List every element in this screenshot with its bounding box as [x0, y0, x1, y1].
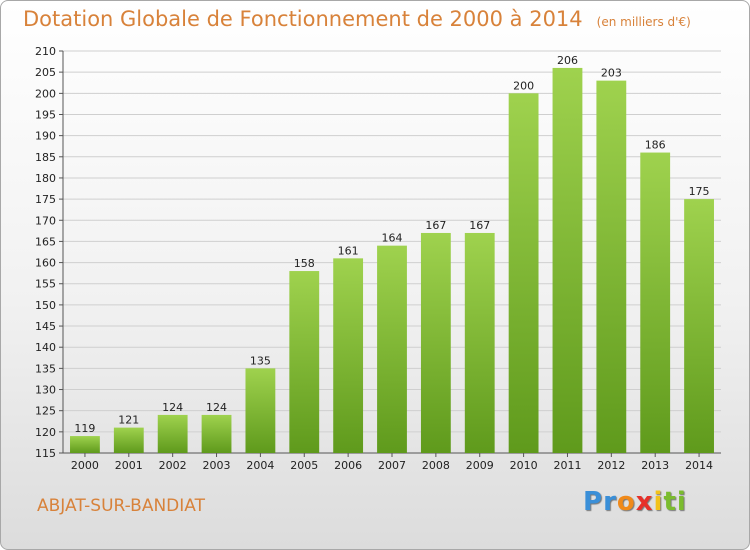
value-label-2005: 158	[294, 257, 315, 270]
y-tick-label: 125	[35, 405, 56, 418]
commune-name: ABJAT-SUR-BANDIAT	[37, 496, 205, 516]
bar-2010	[508, 93, 539, 453]
bar-2011	[552, 67, 583, 453]
logo-letter: P	[583, 487, 604, 517]
bar-2012	[596, 80, 627, 453]
x-tick-label-2006: 2006	[334, 459, 362, 472]
value-label-2013: 186	[645, 139, 666, 152]
bar-2014	[684, 199, 714, 453]
x-tick-label-2013: 2013	[641, 459, 669, 472]
bar-2008	[420, 232, 451, 453]
y-tick-label: 130	[35, 384, 56, 397]
x-tick-label-2002: 2002	[159, 459, 187, 472]
x-tick-label-2004: 2004	[246, 459, 274, 472]
bar-2004	[245, 368, 276, 453]
y-tick-label: 190	[35, 130, 56, 143]
bar-2006	[333, 258, 364, 453]
x-tick-label-2014: 2014	[685, 459, 713, 472]
bar-2005	[289, 271, 320, 453]
value-label-2011: 206	[557, 54, 578, 67]
y-tick-label: 180	[35, 172, 56, 185]
x-tick-label-2010: 2010	[510, 459, 538, 472]
y-tick-label: 155	[35, 278, 56, 291]
bar-2003	[201, 414, 232, 453]
y-tick-label: 145	[35, 320, 56, 333]
value-label-2003: 124	[206, 401, 227, 414]
logo-letter: i	[676, 487, 687, 517]
y-tick-label: 150	[35, 299, 56, 312]
proxiti-logo: Proxiti	[583, 487, 687, 517]
value-label-2001: 121	[118, 414, 139, 427]
x-tick-label-2008: 2008	[422, 459, 450, 472]
value-label-2012: 203	[601, 67, 622, 80]
x-tick-label-2012: 2012	[597, 459, 625, 472]
x-tick-label-2005: 2005	[290, 459, 318, 472]
bars	[70, 67, 714, 453]
y-tick-label: 195	[35, 108, 56, 121]
y-tick-label: 165	[35, 235, 56, 248]
y-tick-label: 175	[35, 193, 56, 206]
value-label-2010: 200	[513, 79, 534, 92]
bar-2009	[464, 232, 495, 453]
x-tick-label-2009: 2009	[466, 459, 494, 472]
y-tick-label: 115	[35, 447, 56, 460]
y-tick-label: 170	[35, 214, 56, 227]
y-tick-label: 120	[35, 426, 56, 439]
logo-letter: o	[616, 487, 636, 517]
bar-2001	[113, 427, 144, 453]
bar-2013	[640, 152, 671, 453]
value-label-2004: 135	[250, 354, 271, 367]
value-label-2008: 167	[425, 219, 446, 232]
x-tick-label-2007: 2007	[378, 459, 406, 472]
value-label-2006: 161	[338, 244, 359, 257]
x-tick-label-2011: 2011	[553, 459, 581, 472]
x-tick-label-2003: 2003	[203, 459, 231, 472]
y-tick-label: 210	[35, 45, 56, 58]
y-tick-label: 140	[35, 341, 56, 354]
value-label-2007: 164	[382, 232, 403, 245]
title-text: Dotation Globale de Fonctionnement de 20…	[23, 7, 583, 31]
value-label-2000: 119	[74, 422, 95, 435]
logo-letter: t	[663, 487, 677, 517]
logo-letter: r	[603, 487, 617, 517]
chart-title: Dotation Globale de Fonctionnement de 20…	[23, 7, 691, 31]
value-label-2002: 124	[162, 401, 183, 414]
value-label-2009: 167	[469, 219, 490, 232]
y-tick-label: 160	[35, 257, 56, 270]
x-tick-label-2000: 2000	[71, 459, 99, 472]
x-tick-label-2001: 2001	[115, 459, 143, 472]
bar-2000	[70, 436, 100, 453]
y-tick-label: 205	[35, 66, 56, 79]
y-tick-label: 135	[35, 362, 56, 375]
bar-2007	[377, 245, 407, 453]
labels: 119 121 124 124 135 158 161 164 167 167 200 206 203 1…	[74, 54, 709, 435]
title-unit: (en milliers d'€)	[596, 15, 691, 29]
y-tick-label: 200	[35, 87, 56, 100]
axes: 1151201251301351401451501551601651701751…	[35, 45, 721, 472]
bar-2002	[157, 414, 188, 453]
logo-letter: x	[635, 487, 654, 517]
value-label-2014: 175	[689, 185, 710, 198]
y-tick-label: 185	[35, 151, 56, 164]
logo-letter: i	[653, 487, 664, 517]
